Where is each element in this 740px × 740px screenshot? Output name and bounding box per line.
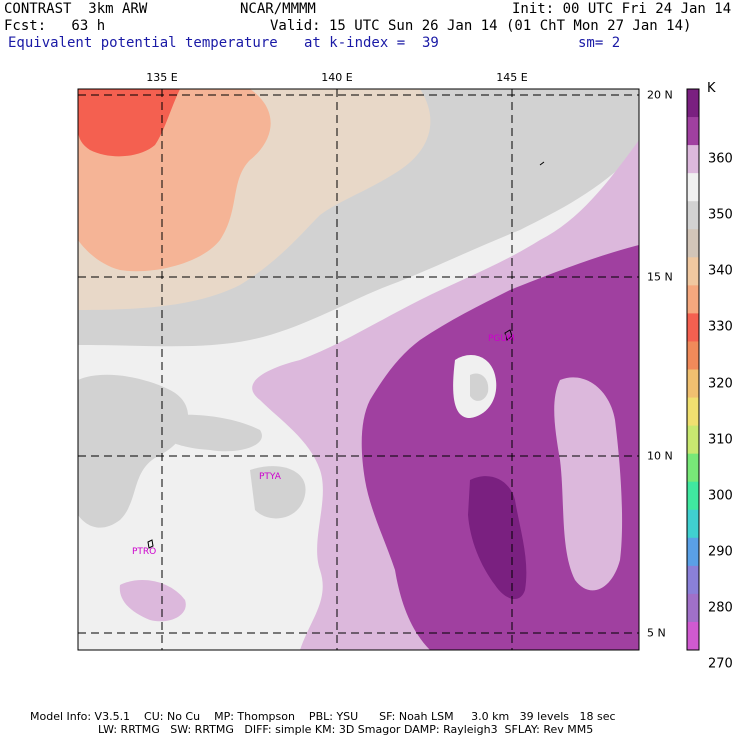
colorbar-label: 330 [708, 319, 733, 335]
colorbar-swatch [687, 453, 699, 483]
colorbar-swatch [687, 509, 699, 539]
model-info-line2: LW: RRTMG SW: RRTMG DIFF: simple KM: 3D … [98, 723, 594, 736]
k-index-level: at k-index = 39 [304, 35, 439, 51]
colorbar-label: 310 [708, 432, 733, 448]
colorbar-label: 280 [708, 600, 733, 616]
model-title: CONTRAST 3km ARW [4, 1, 148, 17]
colorbar-label: 340 [708, 263, 733, 279]
colorbar-swatch [687, 593, 699, 623]
colorbar-swatch [687, 201, 699, 230]
palau-island [147, 539, 154, 549]
colorbar-swatch [687, 341, 699, 370]
colorbar-swatch [687, 481, 699, 511]
lon-label-145: 145 E [496, 71, 528, 84]
guam-island [504, 329, 513, 341]
field-350-lowerleft [78, 374, 189, 528]
lat-label-15: 15 N [647, 270, 673, 284]
field-name: Equivalent potential temperature [8, 35, 278, 51]
colorbar-border [686, 88, 700, 651]
colorbar-swatch [687, 425, 699, 455]
colorbar-swatch [687, 565, 699, 595]
colorbar-label: 290 [708, 544, 733, 560]
colorbar-swatch [687, 369, 699, 399]
lon-label-135: 135 E [146, 71, 178, 84]
station-ptya: PTYA [259, 472, 282, 482]
colorbar [686, 88, 700, 651]
field-350-patch [250, 466, 306, 519]
map-border [77, 88, 640, 651]
colorbar-swatch [687, 229, 699, 258]
colorbar-swatch [687, 537, 699, 567]
field-guam-gray [470, 373, 489, 401]
field-purple-blob [119, 580, 186, 622]
colorbar-swatch [687, 117, 699, 146]
map-field [78, 89, 639, 650]
init-time: Init: 00 UTC Fri 24 Jan 14 [512, 1, 732, 17]
colorbar-swatch [687, 257, 699, 286]
model-info-line1: Model Info: V3.5.1 CU: No Cu MP: Thompso… [30, 710, 616, 723]
colorbar-swatch [687, 173, 699, 202]
forecast-hour: Fcst: 63 h [4, 18, 106, 34]
colorbar-label: 300 [708, 488, 733, 504]
lat-label-10: 10 N [647, 449, 673, 463]
valid-time: Valid: 15 UTC Sun 26 Jan 14 (01 ChT Mon … [270, 18, 692, 34]
colorbar-swatch [687, 285, 699, 314]
station-pgum: PGUM [488, 334, 515, 344]
smoothing-label: sm= 2 [578, 35, 621, 51]
lat-label-20: 20 N [647, 88, 673, 102]
colorbar-label: 360 [708, 151, 733, 167]
island-mark [539, 161, 545, 166]
colorbar-swatch [687, 313, 699, 342]
lat-label-5: 5 N [647, 626, 666, 640]
colorbar-label: 320 [708, 376, 733, 392]
colorbar-swatch [687, 145, 699, 174]
field-360-strip [554, 377, 623, 591]
field-330-red [78, 89, 180, 157]
colorbar-swatch [687, 397, 699, 427]
lon-label-140: 140 E [321, 71, 353, 84]
colorbar-label: 270 [708, 656, 733, 672]
lat-lon-grid [78, 89, 639, 650]
field-350-patch2 [150, 414, 262, 452]
colorbar-swatch [687, 89, 699, 118]
colorbar-label: 350 [708, 207, 733, 223]
colorbar-swatch [687, 621, 699, 651]
colorbar-unit: K [707, 81, 716, 96]
station-ptro: PTRO [132, 547, 156, 557]
source-label: NCAR/MMMM [240, 1, 316, 17]
